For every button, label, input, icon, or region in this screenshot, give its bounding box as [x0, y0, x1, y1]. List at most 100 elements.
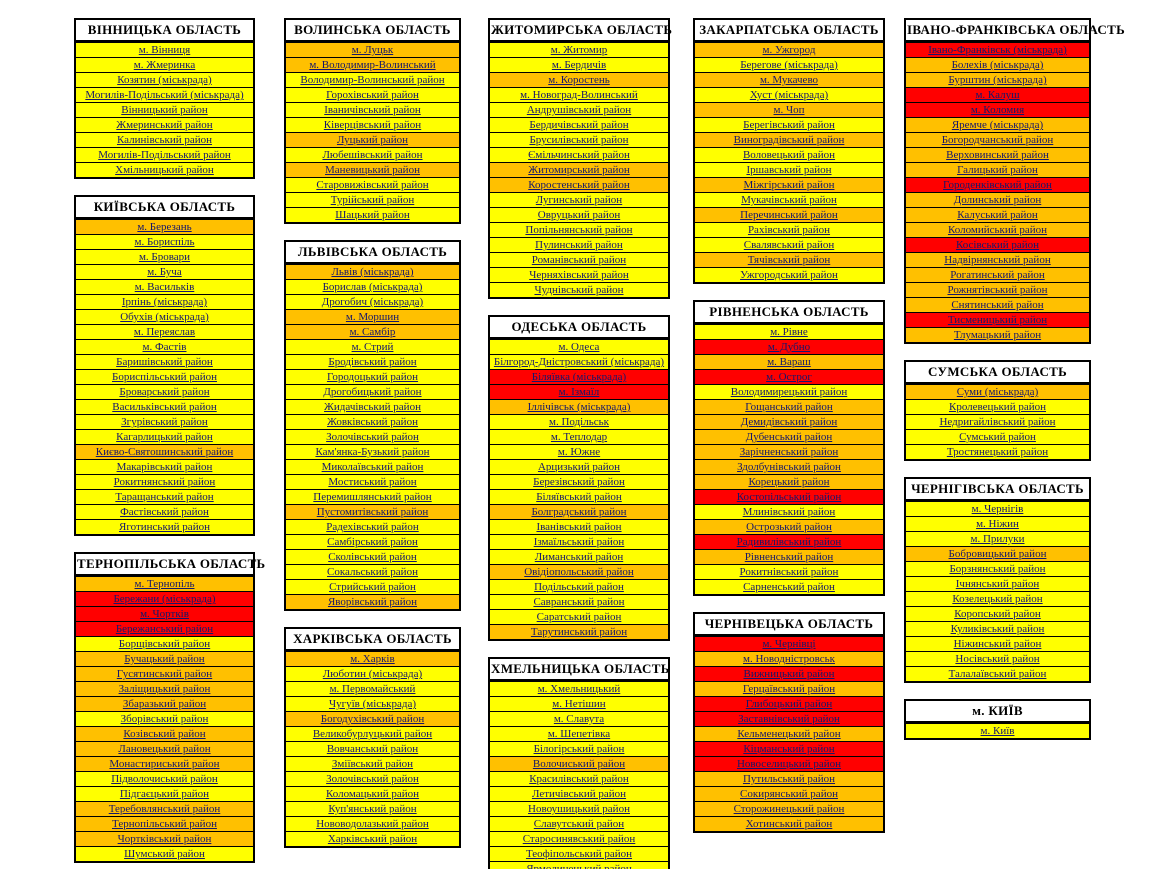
territory-cell[interactable]: Іршавський район [695, 162, 883, 177]
territory-cell[interactable]: Володимирецький район [695, 384, 883, 399]
territory-cell[interactable]: м. Харків [286, 651, 459, 666]
territory-cell[interactable]: Тернопільський район [76, 816, 253, 831]
territory-cell[interactable]: Попільнянський район [490, 222, 668, 237]
territory-cell[interactable]: Ярмолинецький район [490, 861, 668, 869]
territory-cell[interactable]: Берегове (міськрада) [695, 57, 883, 72]
territory-cell[interactable]: Куп'янський район [286, 801, 459, 816]
territory-cell[interactable]: Жмеринський район [76, 117, 253, 132]
territory-cell[interactable]: м. Одеса [490, 339, 668, 354]
territory-cell[interactable]: Білогірський район [490, 741, 668, 756]
territory-cell[interactable]: Тростянецький район [906, 444, 1089, 459]
territory-cell[interactable]: Бучацький район [76, 651, 253, 666]
territory-cell[interactable]: м. Дубно [695, 339, 883, 354]
territory-cell[interactable]: м. Стрий [286, 339, 459, 354]
territory-cell[interactable]: Славутський район [490, 816, 668, 831]
territory-cell[interactable]: Андрушівський район [490, 102, 668, 117]
territory-cell[interactable]: Міжгірський район [695, 177, 883, 192]
territory-cell[interactable]: Бережанський район [76, 621, 253, 636]
territory-cell[interactable]: Сторожинецький район [695, 801, 883, 816]
territory-cell[interactable]: м. Фастів [76, 339, 253, 354]
territory-cell[interactable]: Золочівський район [286, 429, 459, 444]
territory-cell[interactable]: Перемишлянський район [286, 489, 459, 504]
territory-cell[interactable]: Зборівський район [76, 711, 253, 726]
territory-cell[interactable]: Радехівський район [286, 519, 459, 534]
territory-cell[interactable]: Калинівський район [76, 132, 253, 147]
territory-cell[interactable]: Лугинський район [490, 192, 668, 207]
territory-cell[interactable]: Фастівський район [76, 504, 253, 519]
territory-cell[interactable]: м. Чортків [76, 606, 253, 621]
territory-cell[interactable]: Здолбунівський район [695, 459, 883, 474]
territory-cell[interactable]: Саратський район [490, 609, 668, 624]
territory-cell[interactable]: Козелецький район [906, 591, 1089, 606]
territory-cell[interactable]: м. Шепетівка [490, 726, 668, 741]
territory-cell[interactable]: Сумський район [906, 429, 1089, 444]
territory-cell[interactable]: Гощанський район [695, 399, 883, 414]
territory-cell[interactable]: Виноградівський район [695, 132, 883, 147]
territory-cell[interactable]: Косівський район [906, 237, 1089, 252]
territory-cell[interactable]: Ніжинський район [906, 636, 1089, 651]
territory-cell[interactable]: м. Мукачево [695, 72, 883, 87]
territory-cell[interactable]: Ічнянський район [906, 576, 1089, 591]
territory-cell[interactable]: Чортківський район [76, 831, 253, 846]
territory-cell[interactable]: Заставнівський район [695, 711, 883, 726]
territory-cell[interactable]: м. Нетішин [490, 696, 668, 711]
territory-cell[interactable]: Люботин (міськрада) [286, 666, 459, 681]
territory-cell[interactable]: Теофіпольський район [490, 846, 668, 861]
territory-cell[interactable]: Старовижівський район [286, 177, 459, 192]
territory-cell[interactable]: Чуднівський район [490, 282, 668, 297]
territory-cell[interactable]: м. Вінниця [76, 42, 253, 57]
territory-cell[interactable]: м. Васильків [76, 279, 253, 294]
territory-cell[interactable]: Біляївка (міськрада) [490, 369, 668, 384]
territory-cell[interactable]: Тисменицький район [906, 312, 1089, 327]
territory-cell[interactable]: Рокитнівський район [695, 564, 883, 579]
territory-cell[interactable]: Богодухівський район [286, 711, 459, 726]
territory-cell[interactable]: Богородчанський район [906, 132, 1089, 147]
territory-cell[interactable]: Гусятинський район [76, 666, 253, 681]
territory-cell[interactable]: Борислав (міськрада) [286, 279, 459, 294]
territory-cell[interactable]: м. Бориспіль [76, 234, 253, 249]
territory-cell[interactable]: Мостиський район [286, 474, 459, 489]
territory-cell[interactable]: Миколаївський район [286, 459, 459, 474]
territory-cell[interactable]: м. Житомир [490, 42, 668, 57]
territory-cell[interactable]: Києво-Святошинський район [76, 444, 253, 459]
territory-cell[interactable]: Самбірський район [286, 534, 459, 549]
territory-cell[interactable]: Шумський район [76, 846, 253, 861]
territory-cell[interactable]: Коломийський район [906, 222, 1089, 237]
territory-cell[interactable]: Рокитнянський район [76, 474, 253, 489]
territory-cell[interactable]: м. Володимир-Волинський [286, 57, 459, 72]
territory-cell[interactable]: Снятинський район [906, 297, 1089, 312]
territory-cell[interactable]: м. Славута [490, 711, 668, 726]
territory-cell[interactable]: Рожнятівський район [906, 282, 1089, 297]
territory-cell[interactable]: м. Чернігів [906, 501, 1089, 516]
territory-cell[interactable]: Недригайлівський район [906, 414, 1089, 429]
territory-cell[interactable]: Бориспільський район [76, 369, 253, 384]
territory-cell[interactable]: Подільський район [490, 579, 668, 594]
territory-cell[interactable]: Ємільчинський район [490, 147, 668, 162]
territory-cell[interactable]: Яворівський район [286, 594, 459, 609]
territory-cell[interactable]: м. Первомайський [286, 681, 459, 696]
territory-cell[interactable]: Теребовлянський район [76, 801, 253, 816]
territory-cell[interactable]: м. Южне [490, 444, 668, 459]
territory-cell[interactable]: Галицький район [906, 162, 1089, 177]
territory-cell[interactable]: Володимир-Волинський район [286, 72, 459, 87]
territory-cell[interactable]: Костопільський район [695, 489, 883, 504]
territory-cell[interactable]: Макарівський район [76, 459, 253, 474]
territory-cell[interactable]: Болехів (міськрада) [906, 57, 1089, 72]
territory-cell[interactable]: Млинівський район [695, 504, 883, 519]
territory-cell[interactable]: м. Вараш [695, 354, 883, 369]
territory-cell[interactable]: Бережани (міськрада) [76, 591, 253, 606]
territory-cell[interactable]: Красилівський район [490, 771, 668, 786]
territory-cell[interactable]: Монастириський район [76, 756, 253, 771]
territory-cell[interactable]: Сколівський район [286, 549, 459, 564]
territory-cell[interactable]: Козівський район [76, 726, 253, 741]
territory-cell[interactable]: Калуський район [906, 207, 1089, 222]
territory-cell[interactable]: Овідіопольський район [490, 564, 668, 579]
territory-cell[interactable]: Новоушицький район [490, 801, 668, 816]
territory-cell[interactable]: Підгаєцький район [76, 786, 253, 801]
territory-cell[interactable]: м. Калуш [906, 87, 1089, 102]
territory-cell[interactable]: м. Тернопіль [76, 576, 253, 591]
territory-cell[interactable]: Вінницький район [76, 102, 253, 117]
territory-cell[interactable]: Тлумацький район [906, 327, 1089, 342]
territory-cell[interactable]: Глибоцький район [695, 696, 883, 711]
territory-cell[interactable]: Савранський район [490, 594, 668, 609]
